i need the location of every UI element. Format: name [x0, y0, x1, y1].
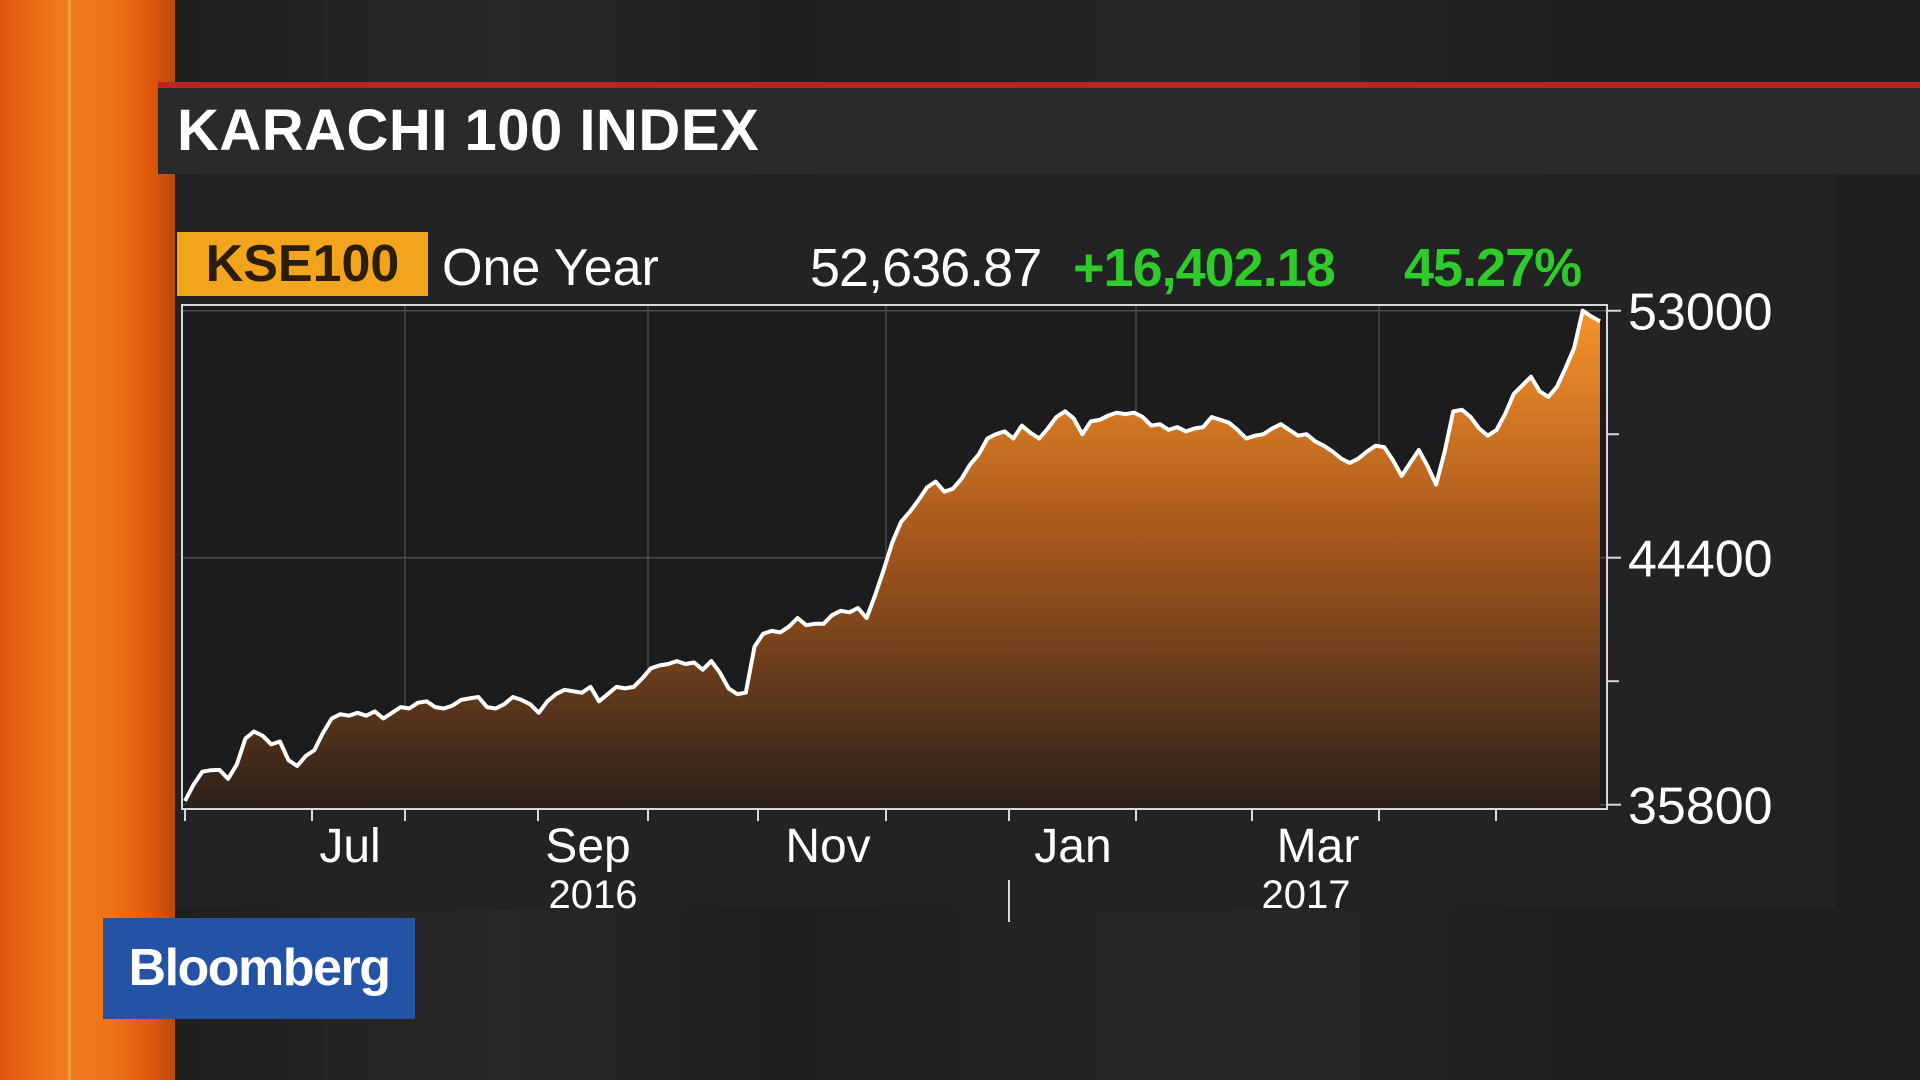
x-year-label-2016: 2016 — [549, 873, 638, 917]
percent-change: 45.27% — [1404, 238, 1582, 298]
header-accent-line — [158, 82, 1920, 88]
last-price: 52,636.87 — [810, 238, 1042, 298]
x-tick-label-sep: Sep — [545, 820, 630, 873]
bloomberg-logo: Bloomberg — [103, 918, 415, 1019]
page-title: KARACHI 100 INDEX — [177, 98, 760, 163]
x-tick-label-nov: Nov — [785, 820, 870, 873]
y-tick-label-1: 44400 — [1628, 531, 1773, 589]
price-area — [185, 310, 1600, 809]
x-tick-label-mar: Mar — [1277, 820, 1360, 873]
period-label: One Year — [442, 239, 659, 297]
y-tick-label-2: 35800 — [1628, 778, 1773, 836]
title-band — [158, 88, 1920, 174]
axes: 53000 44400 35800 Jul Sep Nov Jan Mar 2016 2017 — [184, 284, 1773, 922]
x-tick-label-jul: Jul — [319, 820, 380, 873]
ticker-badge: KSE100 — [177, 232, 428, 296]
x-tick-label-jan: Jan — [1034, 820, 1111, 873]
y-tick-label-0: 53000 — [1628, 284, 1773, 342]
net-change: +16,402.18 — [1073, 238, 1336, 298]
price-line — [183, 308, 1601, 802]
x-year-label-2017: 2017 — [1262, 873, 1351, 917]
orange-side-bar — [0, 0, 175, 1080]
